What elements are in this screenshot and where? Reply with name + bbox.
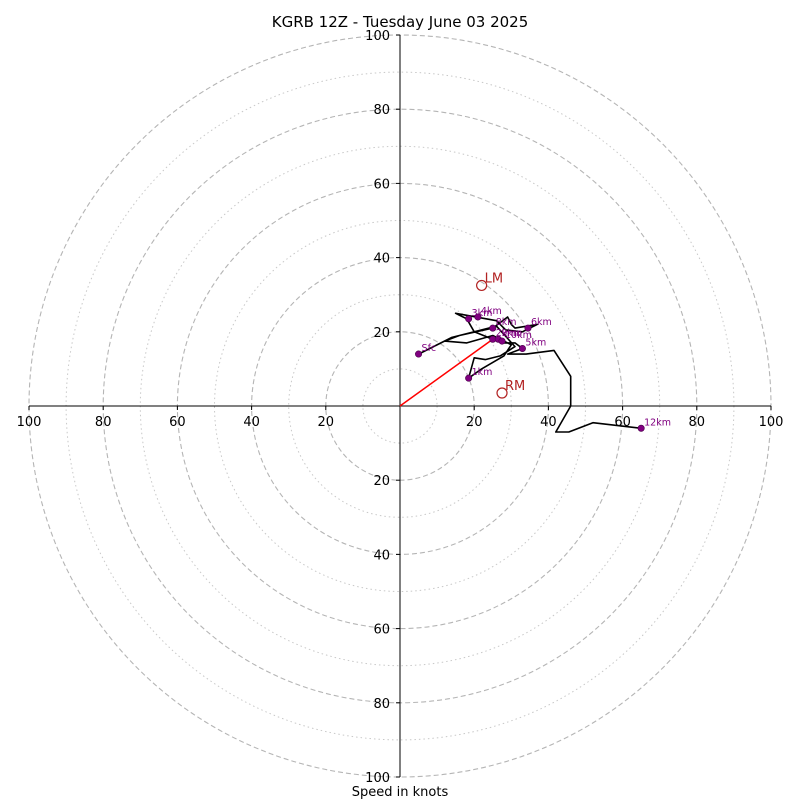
y-tick-label: 20: [373, 474, 390, 489]
x-axis-label: Speed in knots: [352, 785, 449, 800]
left-mover-label: LM: [485, 271, 503, 286]
height-label-10km: 10km: [505, 330, 532, 341]
x-tick-label: 60: [614, 415, 631, 430]
height-label-4km: 4km: [481, 306, 502, 317]
chart-title: KGRB 12Z - Tuesday June 03 2025: [272, 13, 529, 31]
left-mover-marker: [476, 279, 488, 292]
storm-motion: RM LM: [399, 271, 525, 407]
x-tick-label: 60: [169, 415, 186, 430]
height-marker-5km: [518, 344, 526, 352]
height-marker-1km: [465, 374, 473, 382]
x-tick-label: 20: [318, 415, 335, 430]
height-label-6km: 6km: [531, 317, 552, 328]
height-marker-12km: [637, 424, 645, 432]
height-label-8km: 8km: [496, 317, 517, 328]
x-tick-label: 100: [759, 415, 784, 430]
x-tick-label: 80: [689, 415, 706, 430]
x-tick-label: 20: [466, 415, 483, 430]
height-label-3km: 3km: [472, 308, 493, 319]
height-label-Sfc: Sfc: [422, 343, 437, 354]
y-tick-label: 80: [373, 103, 390, 118]
y-tick-label: 60: [373, 177, 390, 192]
y-tick-label: 20: [373, 326, 390, 341]
y-tick-label: 80: [373, 697, 390, 712]
y-tick-label: 100: [365, 29, 390, 44]
height-label-12km: 12km: [644, 417, 671, 428]
height-label-1km: 1km: [472, 367, 493, 378]
height-marker-4km: [474, 313, 482, 321]
right-mover-marker: [496, 387, 508, 399]
mean-wind-vector: [399, 338, 494, 407]
height-label-2km: 2km: [496, 328, 517, 339]
height-marker-Sfc: [415, 350, 423, 358]
height-marker-10km: [498, 337, 506, 345]
y-tick-label: 60: [373, 623, 390, 638]
x-tick-label: 40: [243, 415, 260, 430]
y-tick-label: 100: [365, 771, 390, 786]
x-tick-label: 40: [540, 415, 557, 430]
x-tick-label: 100: [17, 415, 42, 430]
right-mover-label: RM: [505, 379, 525, 394]
height-marker-6km: [524, 324, 532, 332]
y-tick-label: 40: [373, 548, 390, 563]
x-tick-label: 80: [95, 415, 112, 430]
y-tick-label: 40: [373, 252, 390, 267]
height-label-9km: 9km: [501, 328, 522, 339]
height-label-5km: 5km: [525, 337, 546, 348]
height-marker-8km: [489, 324, 497, 332]
height-marker-3km: [465, 315, 473, 323]
